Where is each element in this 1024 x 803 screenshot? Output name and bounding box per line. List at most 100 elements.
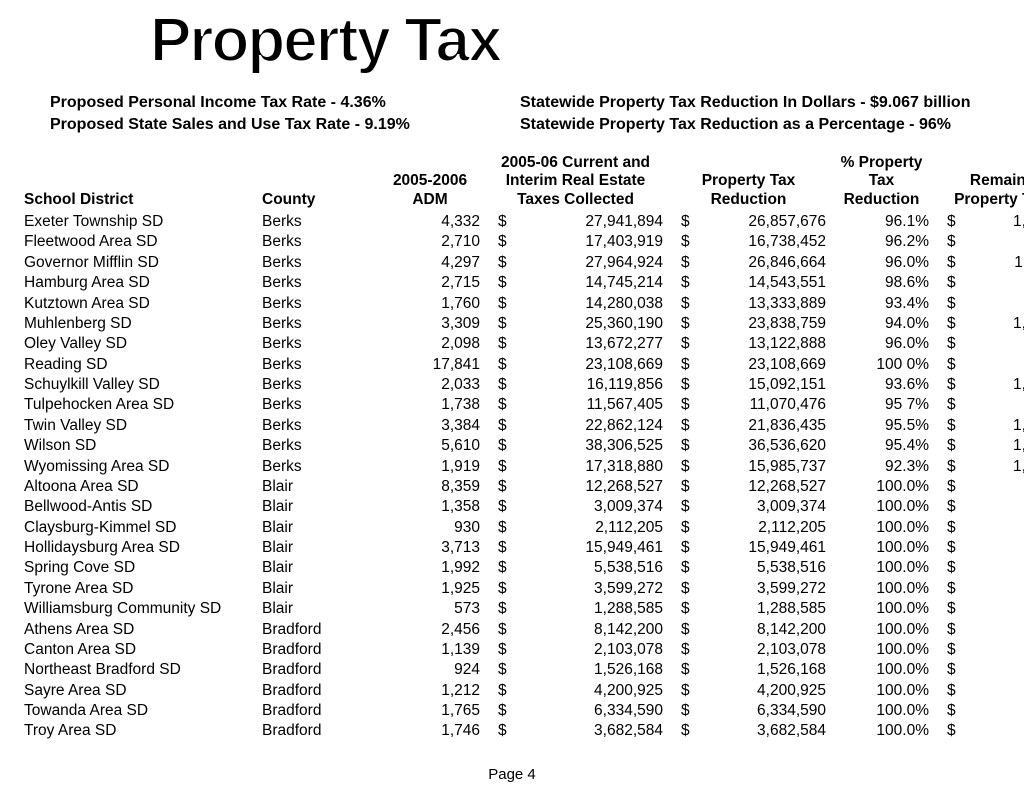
cell-pct: 94.0% [830,313,933,333]
table-row: Northeast Bradford SDBradford924$1,526,1… [20,660,1024,680]
cell-county: Berks [258,334,376,354]
cell-county: Berks [258,354,376,374]
cell-adm: 17,841 [376,354,484,374]
cell-adm: 1,992 [376,558,484,578]
table-row: Towanda Area SDBradford1,765$6,334,590$6… [20,701,1024,721]
cell-adm: 8,359 [376,476,484,496]
cell-remaining: $ [933,476,1024,496]
cell-taxes: $1,526,168 [484,660,667,680]
cell-taxes: $4,200,925 [484,680,667,700]
cell-district: Twin Valley SD [20,415,258,435]
cell-taxes: $16,119,856 [484,375,667,395]
cell-pct: 100.0% [830,578,933,598]
cell-adm: 2,098 [376,334,484,354]
cell-reduction: $8,142,200 [667,619,830,639]
cell-reduction: $12,268,527 [667,476,830,496]
cell-remaining: $1,333,143 [933,456,1024,476]
cell-adm: 4,297 [376,252,484,272]
cell-remaining: $201,662 [933,273,1024,293]
cell-reduction: $26,857,676 [667,212,830,232]
table-row: Bellwood-Antis SDBlair1,358$3,009,374$3,… [20,497,1024,517]
cell-taxes: $8,142,200 [484,619,667,639]
cell-reduction: $2,112,205 [667,517,830,537]
table-row: Fleetwood Area SDBerks2,710$17,403,919$1… [20,232,1024,252]
cell-district: Williamsburg Community SD [20,599,258,619]
cell-pct: 95 7% [830,395,933,415]
table-row: Wilson SDBerks5,610$38,306,525$36,536,62… [20,436,1024,456]
cell-county: Berks [258,212,376,232]
cell-remaining: $496,929 [933,395,1024,415]
income-tax-rate: Proposed Personal Income Tax Rate - 4.36… [50,92,520,114]
cell-adm: 1,212 [376,680,484,700]
cell-remaining: $549,389 [933,334,1024,354]
table-row: Williamsburg Community SDBlair573$1,288,… [20,599,1024,619]
cell-district: Troy Area SD [20,721,258,741]
cell-pct: 93.6% [830,375,933,395]
cell-reduction: $11,070,476 [667,395,830,415]
cell-remaining: $ [933,497,1024,517]
table-row: Canton Area SDBradford1,139$2,103,078$2,… [20,639,1024,659]
cell-reduction: $16,738,452 [667,232,830,252]
cell-pct: 100.0% [830,599,933,619]
cell-county: Berks [258,252,376,272]
cell-pct: 95.4% [830,436,933,456]
cell-taxes: $3,682,584 [484,721,667,741]
cell-taxes: $2,103,078 [484,639,667,659]
cell-pct: 100.0% [830,517,933,537]
property-tax-table: School District County 2005-2006ADM 2005… [20,152,1024,742]
cell-pct: 100.0% [830,701,933,721]
table-row: Hollidaysburg Area SDBlair3,713$15,949,4… [20,538,1024,558]
cell-adm: 1,746 [376,721,484,741]
cell-taxes: $13,672,277 [484,334,667,354]
cell-pct: 100.0% [830,619,933,639]
cell-district: Towanda Area SD [20,701,258,721]
cell-district: Exeter Township SD [20,212,258,232]
cell-taxes: $22,862,124 [484,415,667,435]
cell-taxes: $25,360,190 [484,313,667,333]
cell-pct: 100.0% [830,558,933,578]
cell-pct: 100.0% [830,497,933,517]
page-title: Property Tax [150,10,1004,72]
cell-county: Bradford [258,680,376,700]
cell-reduction: $3,682,584 [667,721,830,741]
col-header-pct: % PropertyTaxReduction [830,152,933,212]
cell-pct: 100.0% [830,538,933,558]
cell-district: Schuylkill Valley SD [20,375,258,395]
table-row: Claysburg-Kimmel SDBlair930$2,112,205$2,… [20,517,1024,537]
cell-district: Altoona Area SD [20,476,258,496]
cell-taxes: $23,108,669 [484,354,667,374]
cell-adm: 573 [376,599,484,619]
cell-county: Blair [258,599,376,619]
cell-remaining: $946,150 [933,293,1024,313]
cell-pct: 96.0% [830,252,933,272]
table-row: Altoona Area SDBlair8,359$12,268,527$12,… [20,476,1024,496]
cell-district: Athens Area SD [20,619,258,639]
cell-taxes: $1,288,585 [484,599,667,619]
cell-pct: 96.0% [830,334,933,354]
cell-taxes: $15,949,461 [484,538,667,558]
cell-reduction: $15,949,461 [667,538,830,558]
table-row: Kutztown Area SDBerks1,760$14,280,038$13… [20,293,1024,313]
cell-adm: 2,456 [376,619,484,639]
cell-district: Wilson SD [20,436,258,456]
cell-county: Blair [258,578,376,598]
col-header-district: School District [20,152,258,212]
table-row: Oley Valley SDBerks2,098$13,672,277$13,1… [20,334,1024,354]
cell-county: Blair [258,497,376,517]
cell-district: Hollidaysburg Area SD [20,538,258,558]
cell-reduction: $1,526,168 [667,660,830,680]
cell-county: Bradford [258,721,376,741]
cell-district: Hamburg Area SD [20,273,258,293]
cell-adm: 2,033 [376,375,484,395]
cell-adm: 3,713 [376,538,484,558]
cell-pct: 96.2% [830,232,933,252]
cell-county: Berks [258,293,376,313]
cell-remaining: $ [933,680,1024,700]
cell-pct: 100.0% [830,721,933,741]
cell-district: Bellwood-Antis SD [20,497,258,517]
cell-adm: 1,760 [376,293,484,313]
cell-pct: 100.0% [830,476,933,496]
cell-remaining: $1,084,217 [933,212,1024,232]
sales-tax-rate: Proposed State Sales and Use Tax Rate - … [50,114,520,136]
cell-reduction: $36,536,620 [667,436,830,456]
